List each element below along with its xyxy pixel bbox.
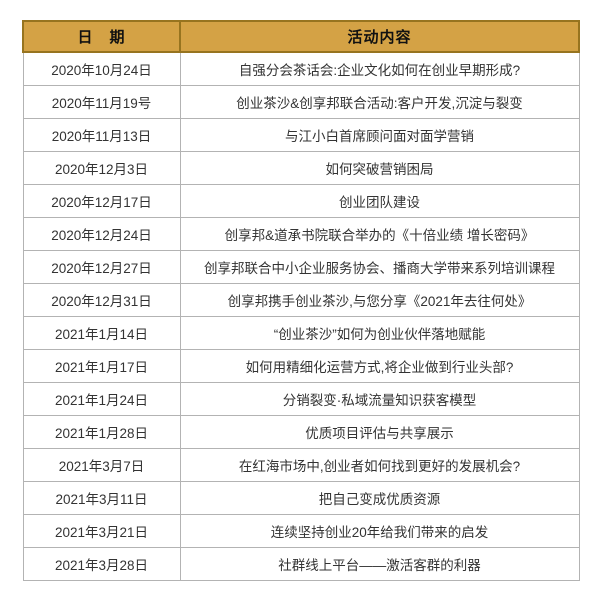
activity-schedule-table: 日 期 活动内容 2020年10月24日 自强分会茶话会:企业文化如何在创业早期形… [22, 20, 580, 581]
table-row: 2021年3月21日 连续坚持创业20年给我们带来的启发 [22, 514, 580, 548]
table-row: 2021年1月17日 如何用精细化运营方式,将企业做到行业头部? [22, 349, 580, 383]
date-cell: 2021年3月21日 [22, 514, 181, 548]
activity-cell: 创享邦联合中小企业服务协会、播商大学带来系列培训课程 [179, 250, 580, 284]
table-row: 2020年11月19号 创业茶沙&创享邦联合活动:客户开发,沉淀与裂变 [22, 85, 580, 119]
activity-cell: 如何突破营销困局 [179, 151, 580, 185]
activity-cell: 创享邦&道承书院联合举办的《十倍业绩 增长密码》 [179, 217, 580, 251]
date-cell: 2021年1月14日 [22, 316, 181, 350]
date-cell: 2020年11月19号 [22, 85, 181, 119]
table-row: 2021年3月11日 把自己变成优质资源 [22, 481, 580, 515]
activity-cell: 优质项目评估与共享展示 [179, 415, 580, 449]
activity-cell: 创业茶沙&创享邦联合活动:客户开发,沉淀与裂变 [179, 85, 580, 119]
table-row: 2020年11月13日 与江小白首席顾问面对面学营销 [22, 118, 580, 152]
date-cell: 2020年11月13日 [22, 118, 181, 152]
date-cell: 2020年12月27日 [22, 250, 181, 284]
table-row: 2020年12月3日 如何突破营销困局 [22, 151, 580, 185]
table-row: 2021年1月24日 分销裂变·私域流量知识获客模型 [22, 382, 580, 416]
table-row: 2020年10月24日 自强分会茶话会:企业文化如何在创业早期形成? [22, 51, 580, 86]
table-row: 2021年1月14日 “创业茶沙”如何为创业伙伴落地赋能 [22, 316, 580, 350]
activity-column-header: 活动内容 [179, 20, 580, 53]
activity-cell: 创享邦携手创业茶沙,与您分享《2021年去往何处》 [179, 283, 580, 317]
date-cell: 2021年1月28日 [22, 415, 181, 449]
activity-cell: 把自己变成优质资源 [179, 481, 580, 515]
activity-cell: 创业团队建设 [179, 184, 580, 218]
activity-cell: 社群线上平台——激活客群的利器 [179, 547, 580, 581]
table-row: 2020年12月31日 创享邦携手创业茶沙,与您分享《2021年去往何处》 [22, 283, 580, 317]
activity-cell: 在红海市场中,创业者如何找到更好的发展机会? [179, 448, 580, 482]
activity-cell: 分销裂变·私域流量知识获客模型 [179, 382, 580, 416]
schedule-table-container: 日 期 活动内容 2020年10月24日 自强分会茶话会:企业文化如何在创业早期形… [22, 20, 580, 581]
date-cell: 2020年12月24日 [22, 217, 181, 251]
activity-cell: 与江小白首席顾问面对面学营销 [179, 118, 580, 152]
date-cell: 2021年3月28日 [22, 547, 181, 581]
table-row: 2021年1月28日 优质项目评估与共享展示 [22, 415, 580, 449]
activity-cell: 自强分会茶话会:企业文化如何在创业早期形成? [179, 51, 580, 86]
date-cell: 2020年12月3日 [22, 151, 181, 185]
date-cell: 2021年3月11日 [22, 481, 181, 515]
date-column-header: 日 期 [22, 20, 181, 53]
table-body: 2020年10月24日 自强分会茶话会:企业文化如何在创业早期形成? 2020年11… [22, 51, 580, 581]
activity-cell: 如何用精细化运营方式,将企业做到行业头部? [179, 349, 580, 383]
date-cell: 2021年1月24日 [22, 382, 181, 416]
table-row: 2020年12月17日 创业团队建设 [22, 184, 580, 218]
date-cell: 2021年3月7日 [22, 448, 181, 482]
date-cell: 2020年10月24日 [22, 51, 181, 86]
table-row: 2021年3月28日 社群线上平台——激活客群的利器 [22, 547, 580, 581]
header-row: 日 期 活动内容 [22, 20, 580, 53]
date-cell: 2020年12月17日 [22, 184, 181, 218]
activity-cell: “创业茶沙”如何为创业伙伴落地赋能 [179, 316, 580, 350]
date-cell: 2021年1月17日 [22, 349, 181, 383]
date-cell: 2020年12月31日 [22, 283, 181, 317]
table-row: 2020年12月27日 创享邦联合中小企业服务协会、播商大学带来系列培训课程 [22, 250, 580, 284]
table-row: 2020年12月24日 创享邦&道承书院联合举办的《十倍业绩 增长密码》 [22, 217, 580, 251]
table-row: 2021年3月7日 在红海市场中,创业者如何找到更好的发展机会? [22, 448, 580, 482]
activity-cell: 连续坚持创业20年给我们带来的启发 [179, 514, 580, 548]
